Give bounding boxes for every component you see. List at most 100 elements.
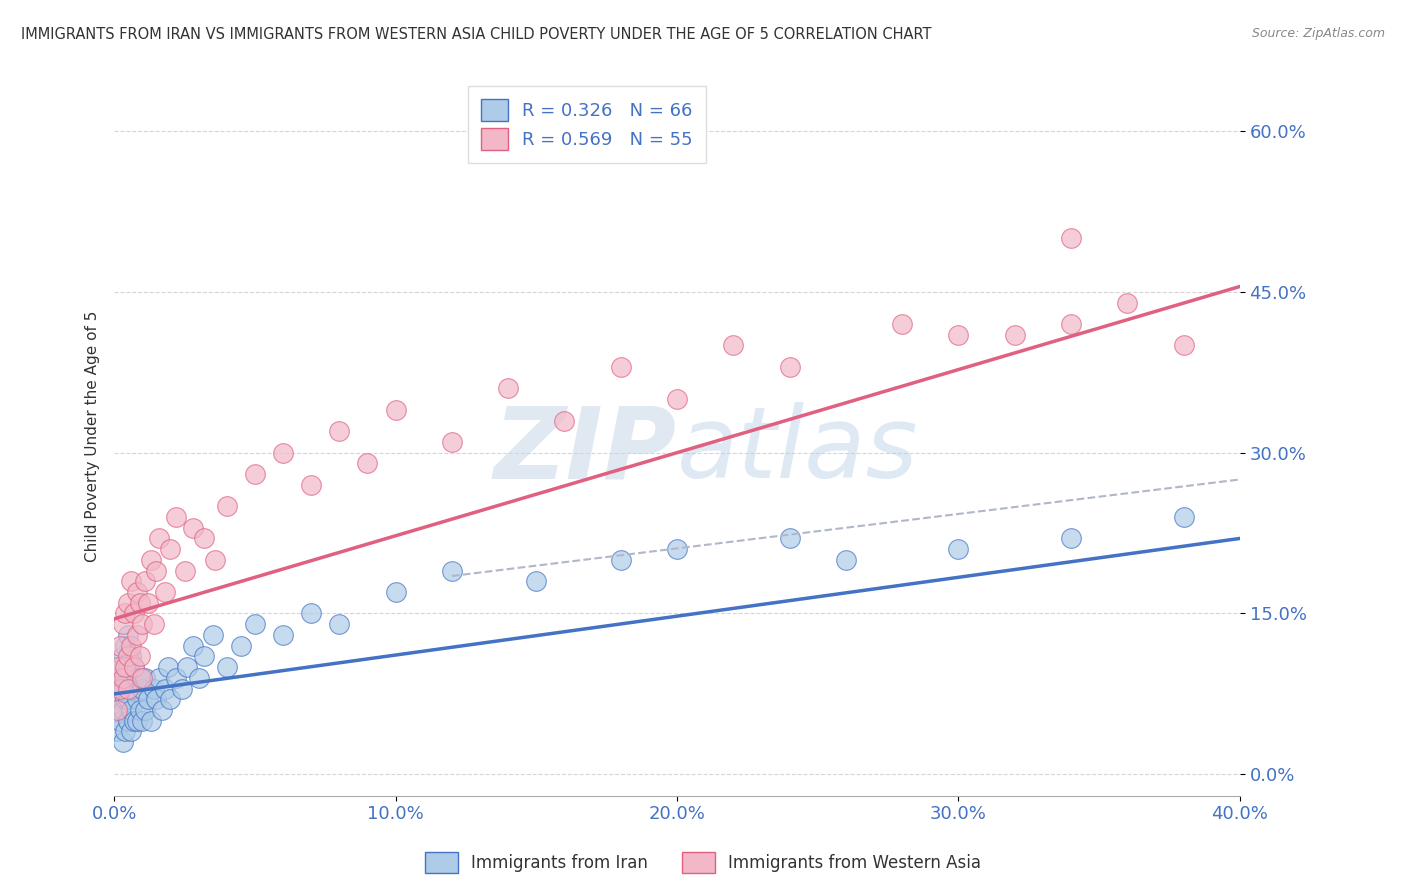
Point	[193, 532, 215, 546]
Point	[159, 542, 181, 557]
Point	[114, 692, 136, 706]
Point	[117, 596, 139, 610]
Point	[299, 478, 322, 492]
Point	[120, 703, 142, 717]
Point	[153, 585, 176, 599]
Point	[105, 671, 128, 685]
Point	[215, 500, 238, 514]
Text: Source: ZipAtlas.com: Source: ZipAtlas.com	[1251, 27, 1385, 40]
Point	[105, 660, 128, 674]
Point	[108, 714, 131, 728]
Point	[131, 714, 153, 728]
Point	[891, 317, 914, 331]
Point	[948, 542, 970, 557]
Point	[120, 724, 142, 739]
Point	[1116, 295, 1139, 310]
Point	[666, 392, 689, 406]
Point	[122, 714, 145, 728]
Point	[328, 617, 350, 632]
Point	[1173, 338, 1195, 352]
Point	[122, 660, 145, 674]
Point	[1173, 510, 1195, 524]
Point	[117, 628, 139, 642]
Point	[120, 639, 142, 653]
Point	[145, 692, 167, 706]
Point	[153, 681, 176, 696]
Point	[117, 649, 139, 664]
Point	[1004, 327, 1026, 342]
Point	[136, 596, 159, 610]
Point	[131, 681, 153, 696]
Point	[131, 617, 153, 632]
Point	[142, 617, 165, 632]
Point	[114, 607, 136, 621]
Point	[204, 553, 226, 567]
Point	[114, 724, 136, 739]
Point	[1060, 532, 1083, 546]
Point	[111, 649, 134, 664]
Point	[114, 639, 136, 653]
Point	[128, 649, 150, 664]
Point	[201, 628, 224, 642]
Point	[122, 681, 145, 696]
Y-axis label: Child Poverty Under the Age of 5: Child Poverty Under the Age of 5	[86, 311, 100, 562]
Point	[193, 649, 215, 664]
Point	[111, 703, 134, 717]
Point	[145, 564, 167, 578]
Point	[835, 553, 858, 567]
Point	[128, 703, 150, 717]
Point	[134, 574, 156, 589]
Point	[181, 639, 204, 653]
Point	[142, 681, 165, 696]
Point	[120, 574, 142, 589]
Point	[165, 671, 187, 685]
Point	[125, 692, 148, 706]
Point	[105, 724, 128, 739]
Point	[122, 607, 145, 621]
Text: ZIP: ZIP	[494, 402, 678, 500]
Point	[134, 703, 156, 717]
Point	[384, 402, 406, 417]
Point	[1060, 231, 1083, 245]
Point	[114, 671, 136, 685]
Point	[117, 714, 139, 728]
Point	[125, 628, 148, 642]
Point	[948, 327, 970, 342]
Point	[111, 681, 134, 696]
Point	[136, 692, 159, 706]
Point	[156, 660, 179, 674]
Text: IMMIGRANTS FROM IRAN VS IMMIGRANTS FROM WESTERN ASIA CHILD POVERTY UNDER THE AGE: IMMIGRANTS FROM IRAN VS IMMIGRANTS FROM …	[21, 27, 932, 42]
Point	[117, 681, 139, 696]
Point	[117, 660, 139, 674]
Point	[117, 692, 139, 706]
Point	[173, 564, 195, 578]
Legend: R = 0.326   N = 66, R = 0.569   N = 55: R = 0.326 N = 66, R = 0.569 N = 55	[468, 87, 706, 163]
Point	[181, 521, 204, 535]
Point	[111, 735, 134, 749]
Point	[779, 532, 801, 546]
Point	[120, 649, 142, 664]
Point	[105, 703, 128, 717]
Point	[105, 703, 128, 717]
Point	[139, 553, 162, 567]
Point	[609, 553, 631, 567]
Point	[271, 628, 294, 642]
Legend: Immigrants from Iran, Immigrants from Western Asia: Immigrants from Iran, Immigrants from We…	[418, 846, 988, 880]
Point	[134, 671, 156, 685]
Text: atlas: atlas	[678, 402, 918, 500]
Point	[125, 714, 148, 728]
Point	[496, 381, 519, 395]
Point	[122, 660, 145, 674]
Point	[128, 671, 150, 685]
Point	[243, 467, 266, 482]
Point	[779, 359, 801, 374]
Point	[128, 596, 150, 610]
Point	[159, 692, 181, 706]
Point	[125, 671, 148, 685]
Point	[108, 692, 131, 706]
Point	[148, 671, 170, 685]
Point	[108, 660, 131, 674]
Point	[229, 639, 252, 653]
Point	[356, 457, 378, 471]
Point	[120, 681, 142, 696]
